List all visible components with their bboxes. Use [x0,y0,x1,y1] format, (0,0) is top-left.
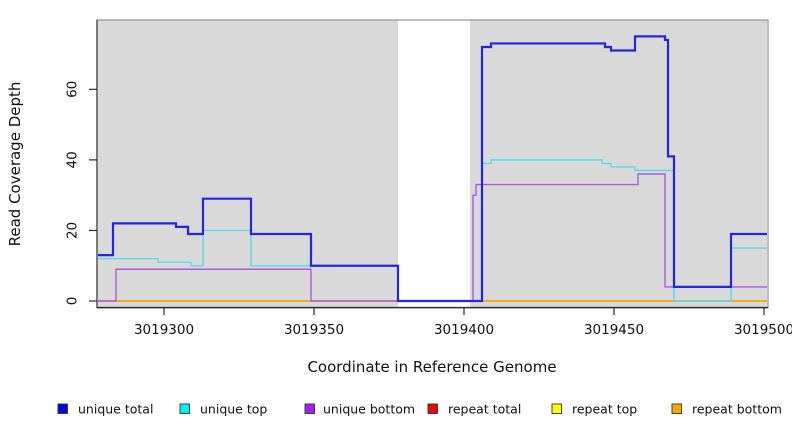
legend-label-unique-top: unique top [200,402,267,417]
y-tick-label: 20 [65,222,81,239]
series-lines [98,35,767,303]
x-tick-label: 3019400 [434,322,494,338]
y-tick-label: 40 [65,151,81,168]
legend-label-repeat-total: repeat total [448,402,521,417]
legend-swatch-repeat-total [427,403,438,414]
y-tick-label: 0 [65,297,81,306]
plot-background-regions [98,20,767,308]
y-tick-label: 60 [65,81,81,98]
series-line-unique-bottom [98,173,767,302]
y-axis-title: Read Coverage Depth [6,82,24,247]
legend-swatch-unique-top [179,403,190,414]
legend: unique total unique top unique bottom repea… [57,402,782,417]
legend-label-repeat-bottom: repeat bottom [692,402,782,417]
coverage-region-background [470,20,767,308]
x-axis-title: Coordinate in Reference Genome [307,358,556,376]
legend-label-unique-total: unique total [78,402,153,417]
x-tick-label: 3019300 [134,322,194,338]
coverage-region-background [98,20,398,308]
series-line-unique-total [98,35,767,303]
legend-label-repeat-top: repeat top [572,402,637,417]
axis-ticks: 0 20 40 60 3019300 3019350 3019400 3019450 30195… [65,81,792,338]
series-line-unique-top [98,159,767,302]
x-tick-label: 3019450 [584,322,644,338]
legend-label-unique-bottom: unique bottom [323,402,415,417]
legend-swatch-unique-bottom [304,403,315,414]
legend-swatch-repeat-bottom [671,403,682,414]
legend-swatch-repeat-top [551,403,562,414]
legend-swatch-unique-total [57,403,68,414]
x-tick-label: 3019350 [284,322,344,338]
x-tick-label: 3019500 [734,322,792,338]
